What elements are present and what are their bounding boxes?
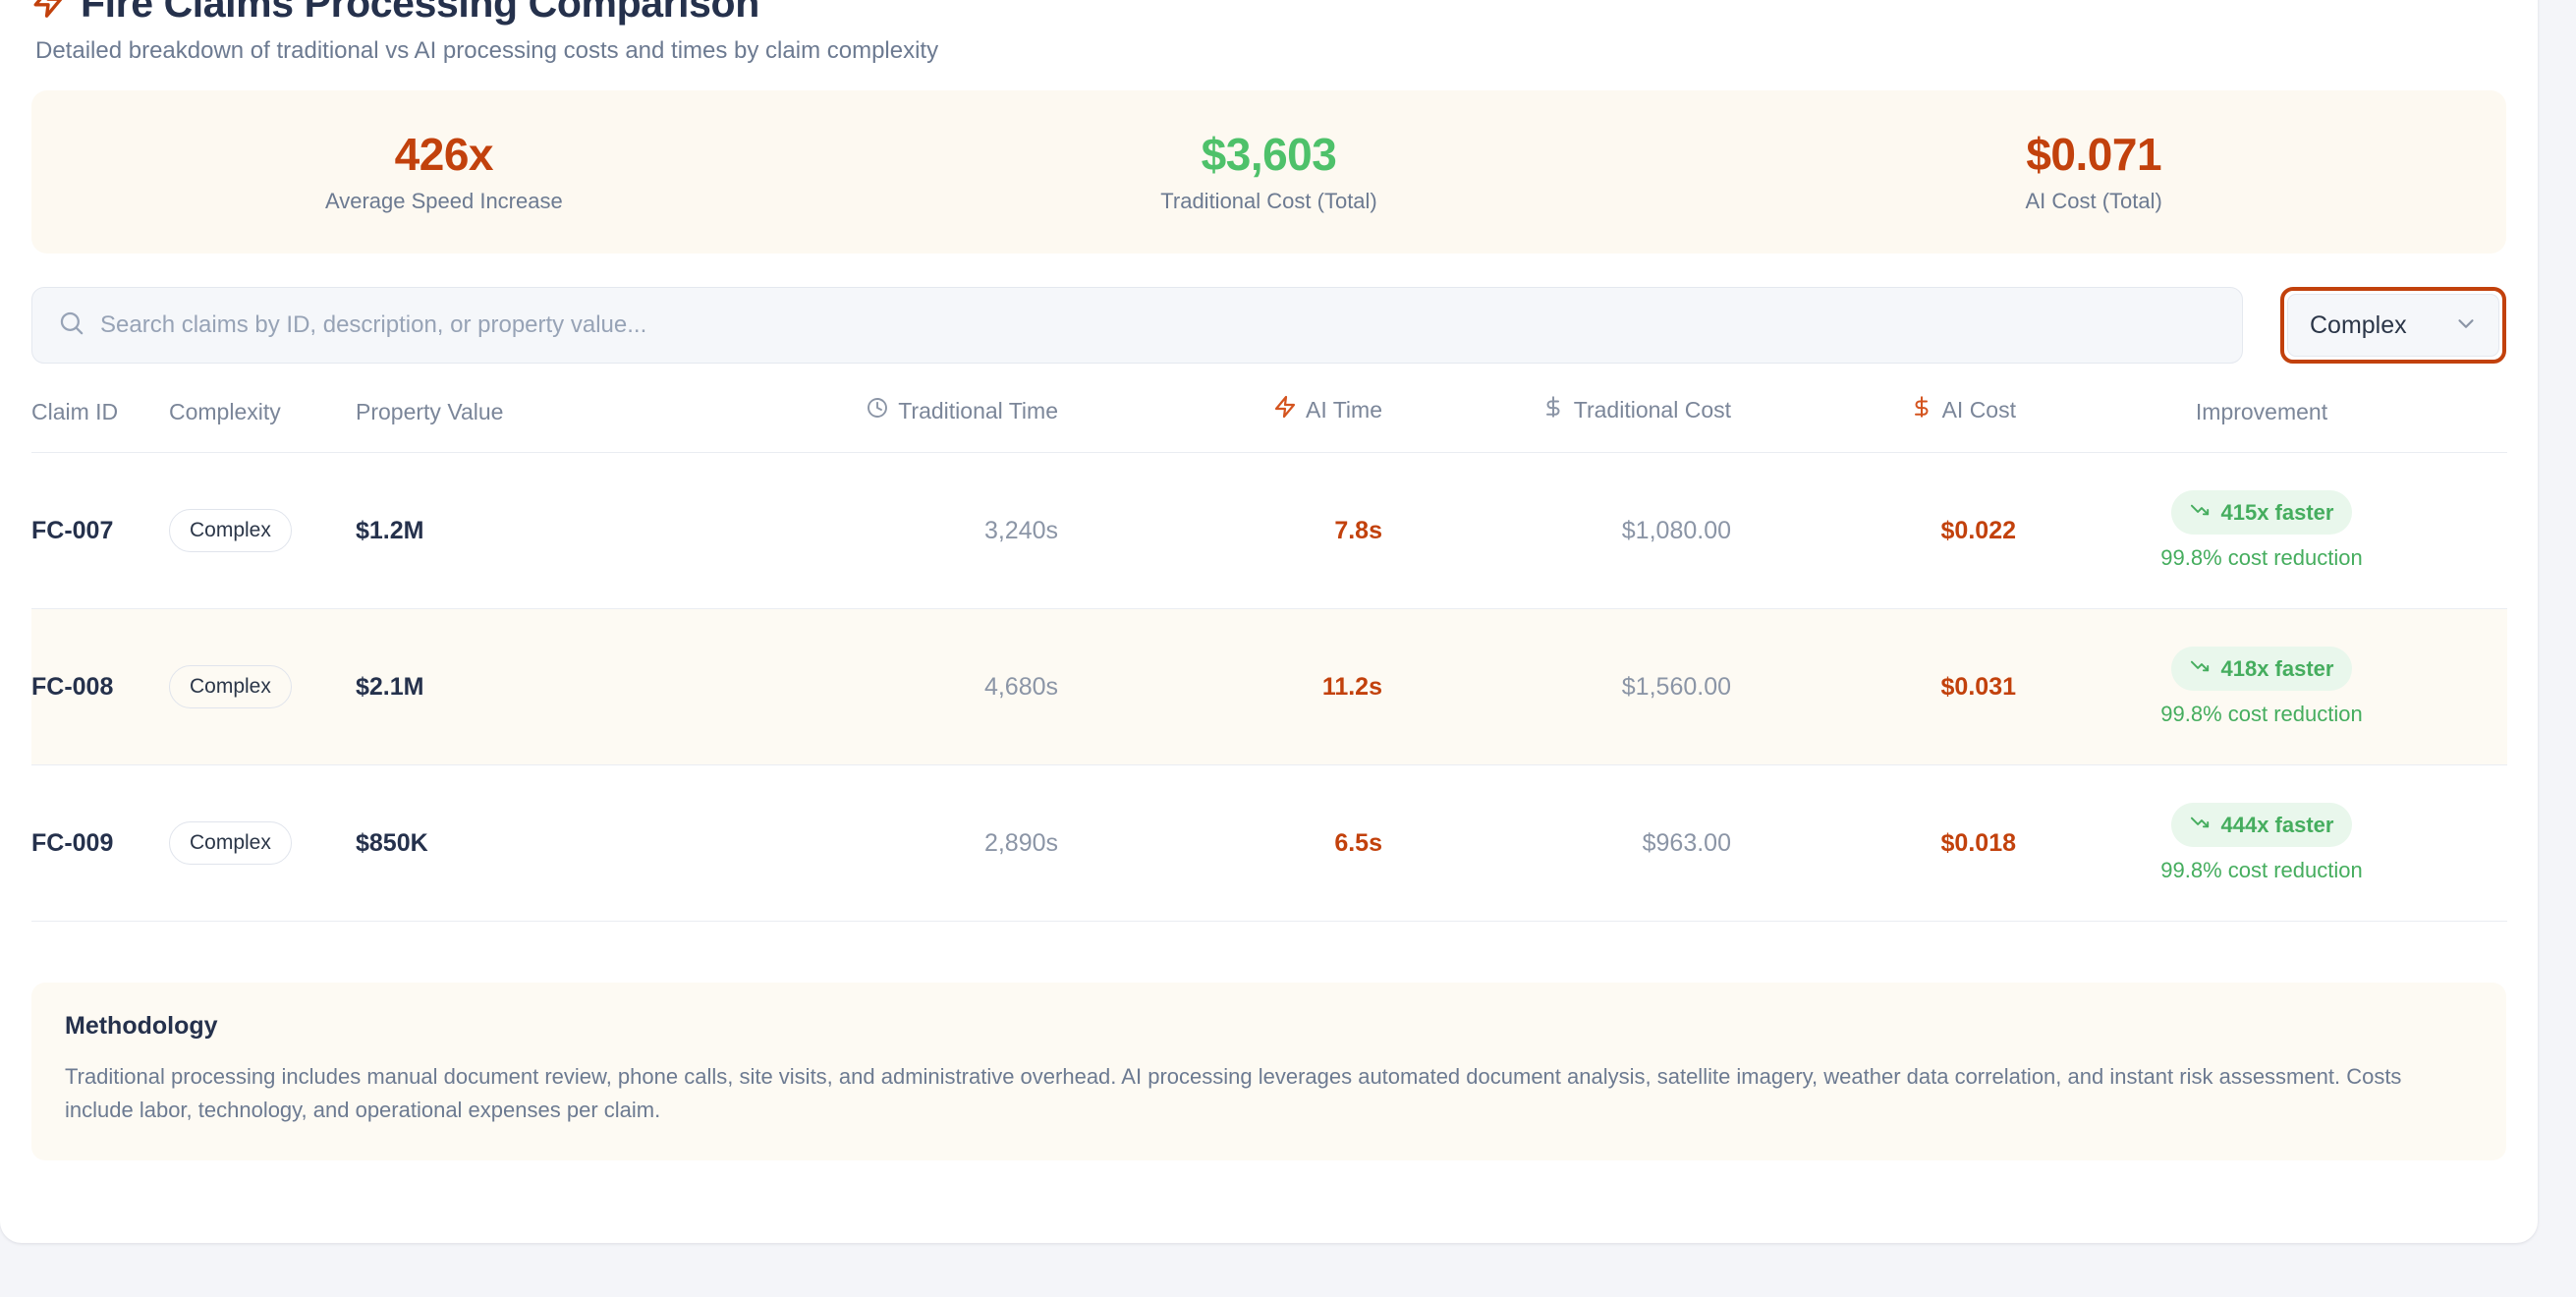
table-row[interactable]: FC-009 Complex $850K 2,890s 6.5s $963.00… [31,765,2507,922]
methodology-body: Traditional processing includes manual d… [65,1064,2402,1123]
lightning-bolt-icon [31,0,65,27]
stat-label: AI Cost (Total) [2025,188,2162,213]
cell-property-value: $2.1M [356,672,424,701]
cell-traditional-cost: $963.00 [1642,828,1731,857]
cell-ai-cost: $0.022 [1940,516,2016,544]
cell-claim-id: FC-008 [31,672,114,701]
cell-improvement: 444x faster 99.8% cost reduction [2016,765,2507,922]
stat-value: 426x [394,128,494,180]
stat-label: Traditional Cost (Total) [1160,188,1377,213]
methodology-panel: Methodology Traditional processing inclu… [31,983,2506,1161]
header-label: Improvement [2195,399,2328,425]
column-header-ai-time[interactable]: AI Time [1058,394,1382,453]
search-box[interactable] [31,287,2243,365]
trending-down-icon [2190,811,2212,839]
column-header-traditional-time[interactable]: Traditional Time [729,394,1058,453]
cell-property-value: $850K [356,828,428,857]
clock-icon [866,396,889,425]
improvement-badge: 415x faster [2170,490,2353,536]
complexity-filter-value: Complex [2310,310,2407,339]
table-row[interactable]: FC-007 Complex $1.2M 3,240s 7.8s $1,080.… [31,453,2507,609]
stat-label: Average Speed Increase [324,188,563,213]
column-header-property-value[interactable]: Property Value [356,394,729,453]
page-header: Fire Claims Processing Comparison [31,0,2506,26]
header-label: Traditional Cost [1573,396,1731,423]
cell-complexity: Complex [169,453,356,609]
summary-stats-banner: 426x Average Speed Increase $3,603 Tradi… [31,90,2506,254]
dollar-icon [1541,394,1565,425]
stat-ai-cost-total: $0.071 AI Cost (Total) [1681,128,2506,214]
bolt-icon [1273,394,1297,425]
search-input[interactable] [100,311,2216,340]
page-subtitle: Detailed breakdown of traditional vs AI … [35,37,939,64]
cost-reduction-text: 99.8% cost reduction [2160,858,2363,883]
cell-ai-time: 7.8s [1334,516,1382,544]
cell-property-value: $1.2M [356,516,424,544]
header-label: Property Value [356,399,504,425]
improvement-text: 418x faster [2220,655,2334,681]
cell-ai-cost: $0.031 [1940,672,2016,701]
table-row[interactable]: FC-008 Complex $2.1M 4,680s 11.2s $1,560… [31,608,2507,765]
cell-improvement: 415x faster 99.8% cost reduction [2016,453,2507,609]
page-title: Fire Claims Processing Comparison [81,0,759,27]
column-header-improvement[interactable]: Improvement [2016,394,2507,453]
cell-ai-cost: $0.018 [1940,828,2016,857]
dollar-icon-accent [1910,394,1933,425]
cell-complexity: Complex [169,765,356,922]
improvement-text: 444x faster [2220,812,2334,837]
search-icon [58,310,84,341]
cell-ai-time: 11.2s [1321,672,1382,701]
improvement-badge: 418x faster [2170,647,2353,692]
cell-traditional-cost: $1,560.00 [1621,672,1731,701]
cost-reduction-text: 99.8% cost reduction [2160,545,2363,571]
cell-traditional-cost: $1,080.00 [1621,516,1731,544]
column-header-complexity[interactable]: Complexity [169,394,356,453]
cell-traditional-time: 2,890s [983,828,1058,857]
methodology-title: Methodology [65,1012,218,1041]
improvement-text: 415x faster [2220,499,2334,525]
header-label: AI Time [1306,396,1382,423]
cell-ai-time: 6.5s [1334,828,1382,857]
claims-comparison-card: Fire Claims Processing Comparison Detail… [0,0,2538,1243]
complexity-badge: Complex [169,509,292,553]
claims-table: Claim ID Complexity Property Value [31,394,2507,922]
trending-down-icon [2190,654,2212,683]
cell-traditional-time: 3,240s [983,516,1058,544]
column-header-ai-cost[interactable]: AI Cost [1731,394,2016,453]
cell-improvement: 418x faster 99.8% cost reduction [2016,609,2507,765]
complexity-badge: Complex [169,665,292,709]
complexity-filter-select[interactable]: Complex [2280,287,2506,365]
trending-down-icon [2190,498,2212,527]
cell-traditional-time: 4,680s [983,672,1058,701]
complexity-badge: Complex [169,821,292,866]
column-header-claim-id[interactable]: Claim ID [31,394,169,453]
cost-reduction-text: 99.8% cost reduction [2160,702,2363,727]
stat-value: $0.071 [2026,128,2162,180]
improvement-badge: 444x faster [2170,803,2353,848]
header-label: Traditional Time [898,397,1058,423]
cell-claim-id: FC-009 [31,828,114,857]
complexity-filter-inner[interactable]: Complex [2287,294,2499,358]
header-label: AI Cost [1941,396,2016,423]
header-label: Complexity [169,399,281,425]
stat-average-speed-increase: 426x Average Speed Increase [31,128,857,214]
stat-value: $3,603 [1201,128,1337,180]
cell-claim-id: FC-007 [31,516,114,544]
cell-complexity: Complex [169,609,356,765]
stat-traditional-cost-total: $3,603 Traditional Cost (Total) [857,128,1682,214]
header-label: Claim ID [31,399,119,425]
filter-bar: Complex [31,287,2506,365]
column-header-traditional-cost[interactable]: Traditional Cost [1382,394,1731,453]
table-header-row: Claim ID Complexity Property Value [31,394,2507,453]
chevron-down-icon [2453,310,2479,341]
